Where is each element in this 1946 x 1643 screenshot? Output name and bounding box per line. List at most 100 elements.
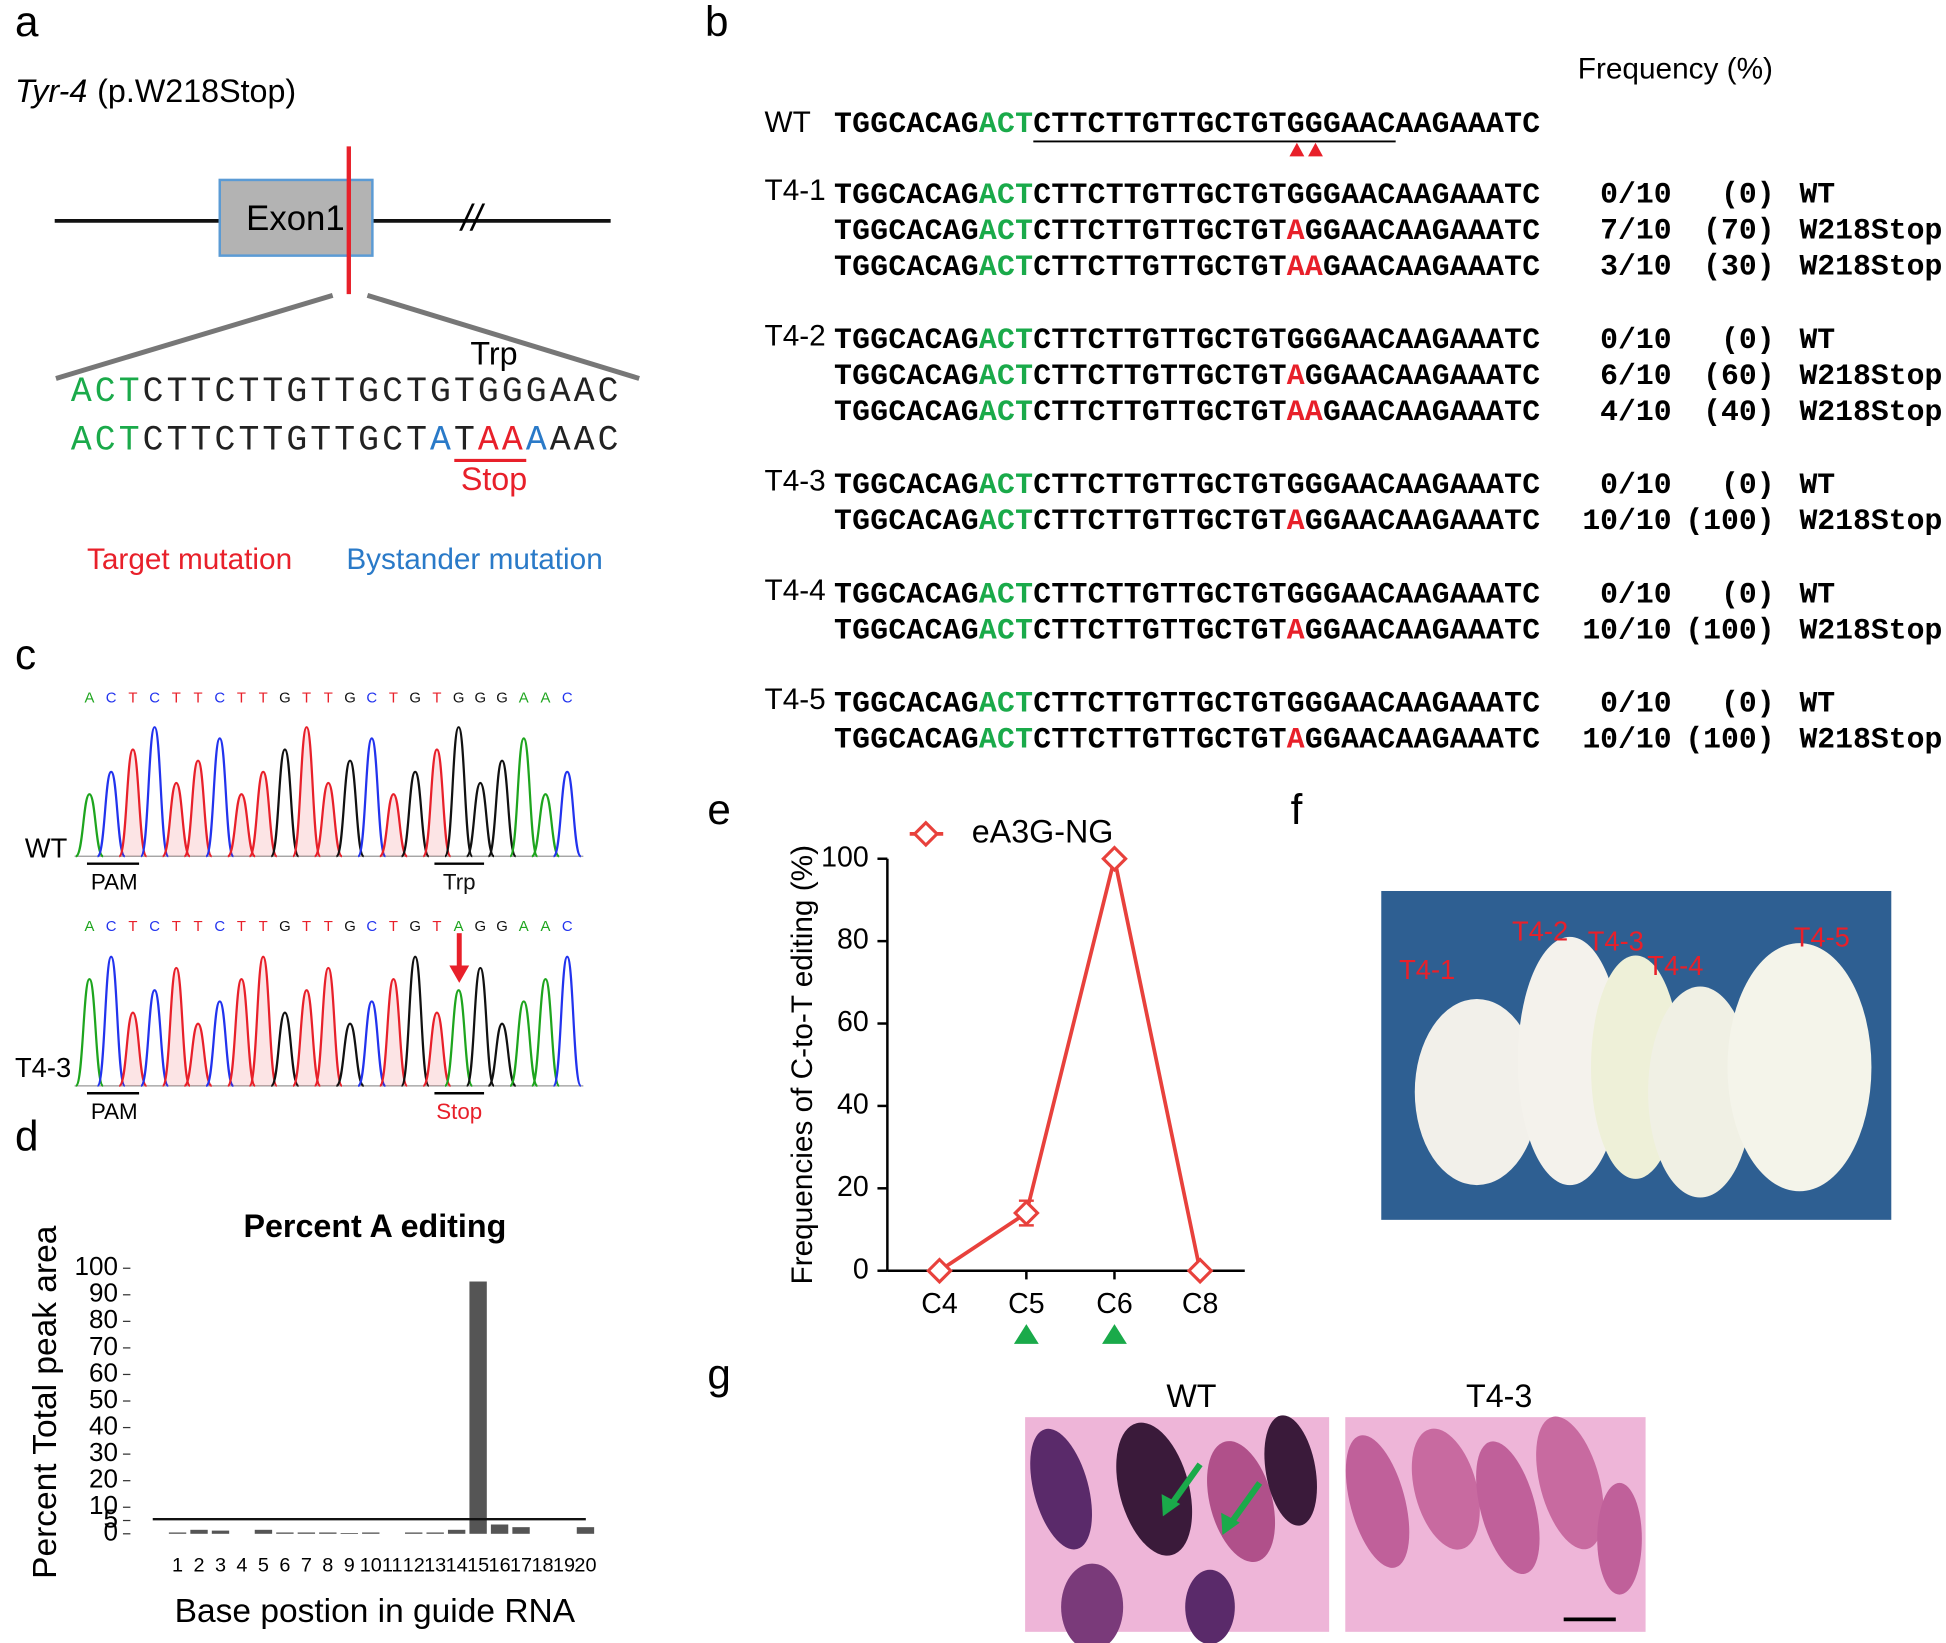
genotype: W218Stop xyxy=(1799,613,1942,647)
trace-peak xyxy=(552,955,582,1087)
base-call: C xyxy=(149,691,160,707)
x-tick-label: 2 xyxy=(194,1554,205,1576)
y-tick-label: 70 xyxy=(89,1331,118,1361)
sequence-segment: GGAACAAGAAATC xyxy=(1305,613,1540,647)
base-call: T xyxy=(237,919,246,935)
sequence-segment: CTTCTTGTTGCTGT xyxy=(1033,722,1287,756)
x-tick-label: 8 xyxy=(322,1554,333,1576)
base-call: A xyxy=(541,691,551,707)
base-call: T xyxy=(302,691,311,707)
sequence: TGGCACAGACTCTTCTTGTTGCTGTAGGAACAAGAAATC xyxy=(834,722,1540,756)
base-call: G xyxy=(496,691,508,707)
trace-peak xyxy=(270,1011,300,1087)
percent: (100) xyxy=(1685,613,1774,647)
y-tick-label: 5 xyxy=(103,1503,118,1533)
animal-label: T4-5 xyxy=(1794,922,1850,953)
count: 0/10 xyxy=(1600,468,1671,502)
row-label: T4-1 xyxy=(765,174,826,207)
percent: (40) xyxy=(1703,395,1774,429)
trace-peak xyxy=(357,737,387,858)
trace-peak xyxy=(96,770,126,858)
series-line xyxy=(938,858,1202,1273)
bar xyxy=(490,1524,509,1534)
bar xyxy=(340,1533,358,1534)
row-label: T4-2 xyxy=(765,319,826,352)
sequence: TGGCACAGACTCTTCTTGTTGCTGTGGGAACAAGAAATC xyxy=(834,107,1540,141)
base-call: A xyxy=(84,691,94,707)
x-tick-label: 12 xyxy=(403,1554,425,1576)
trace-peak xyxy=(183,759,213,858)
panel-label: g xyxy=(707,1351,730,1398)
sequence-segment: TGGCACAG xyxy=(834,178,979,212)
codon-label: Trp xyxy=(470,336,517,372)
x-tick-label: C8 xyxy=(1182,1288,1218,1320)
percent: (0) xyxy=(1721,178,1775,212)
base-call: G xyxy=(279,919,291,935)
base-call: T xyxy=(432,919,441,935)
percent: (0) xyxy=(1721,577,1775,611)
y-axis-label: Frequencies of C-to-T editing (%) xyxy=(786,845,819,1284)
trace-peak xyxy=(74,793,105,858)
x-tick-label: 11 xyxy=(382,1554,403,1576)
bar xyxy=(447,1529,466,1534)
sequence-segment: ACT xyxy=(979,504,1033,538)
sequence-segment: CTTCTTGTTGCTGTGGGAACAAGAAATC xyxy=(1033,323,1540,357)
animal-label: T4-4 xyxy=(1647,950,1703,981)
base-call: T xyxy=(259,919,268,935)
animal-label: T4-2 xyxy=(1512,915,1568,946)
trace-peak xyxy=(205,1000,235,1087)
gene-title: Tyr-4 (p.W218Stop) xyxy=(15,73,296,109)
base-call: T xyxy=(302,919,311,935)
trace-peak xyxy=(378,977,409,1087)
sequence-segment: TGGCACAG xyxy=(834,613,979,647)
marker xyxy=(926,1257,953,1285)
base-call: C xyxy=(366,919,377,935)
trace-peak xyxy=(357,1000,387,1087)
sequence-segment: GGAACAAGAAATC xyxy=(1305,214,1540,248)
sequence-segment: ACT xyxy=(979,722,1033,756)
trace-peak xyxy=(422,748,452,858)
marker xyxy=(1186,1257,1214,1285)
sequence-segment: ACT xyxy=(979,178,1033,212)
sequence-segment: TGGCACAG xyxy=(834,577,979,611)
trace-peak xyxy=(552,770,582,858)
base-call: G xyxy=(344,919,356,935)
x-tick-label: 10 xyxy=(360,1554,382,1576)
y-tick-label: 80 xyxy=(837,924,869,956)
base-call: G xyxy=(475,919,487,935)
trace-peak xyxy=(248,955,278,1087)
base-call: A xyxy=(519,691,529,707)
trace-peak xyxy=(161,966,192,1087)
x-tick-label: 16 xyxy=(489,1554,511,1576)
bar xyxy=(276,1532,294,1534)
row-label: T4-4 xyxy=(765,574,826,607)
base-call: A xyxy=(541,919,551,935)
animal-label: T4-1 xyxy=(1399,954,1455,985)
bar xyxy=(319,1532,337,1534)
sequence-segment: CTTCTTGTTGCTGTGGGAACAAGAAATC xyxy=(1033,178,1540,212)
count: 3/10 xyxy=(1600,250,1671,284)
percent: (100) xyxy=(1685,504,1774,538)
genotype: WT xyxy=(1799,577,1835,611)
zoom-line xyxy=(55,292,334,381)
sequence-segment: TGGCACAG xyxy=(834,468,979,502)
percent: (70) xyxy=(1703,214,1774,248)
base-call: C xyxy=(149,919,160,935)
panel-label: c xyxy=(15,631,36,678)
base-call: G xyxy=(496,919,508,935)
x-tick-label: 18 xyxy=(531,1554,553,1576)
sequence-segment: CTTCTTGTTGCTGT xyxy=(1033,613,1287,647)
legend-text: eA3G-NG xyxy=(972,813,1114,849)
base-call: T xyxy=(172,919,181,935)
trace-peak xyxy=(465,781,496,858)
sequence-segment: ACT xyxy=(979,107,1033,141)
bar xyxy=(576,1527,595,1534)
target-markers xyxy=(1289,142,1323,157)
base-call: C xyxy=(214,691,225,707)
sequence-segment: ACT xyxy=(979,214,1033,248)
genotype: W218Stop xyxy=(1799,722,1942,756)
count: 7/10 xyxy=(1600,214,1671,248)
trace-peak xyxy=(422,1011,452,1087)
histology xyxy=(1025,1415,1646,1643)
